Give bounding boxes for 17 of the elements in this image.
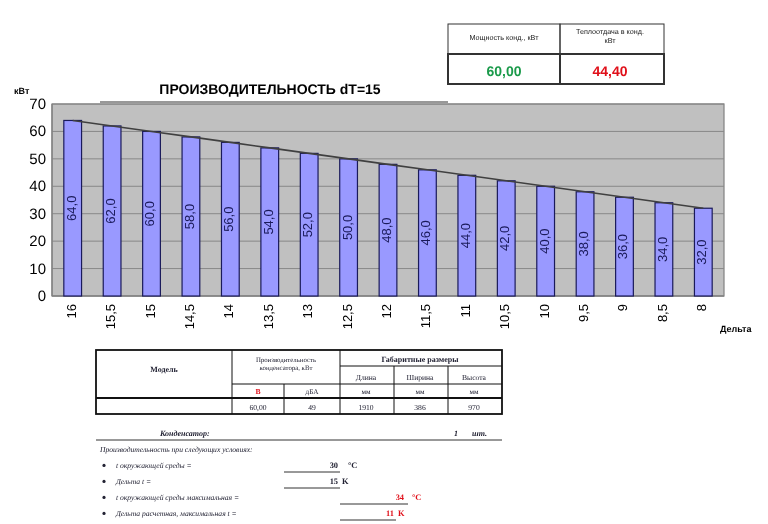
- bar: [181, 136, 201, 297]
- bar: [63, 119, 83, 297]
- bar: [417, 169, 437, 297]
- bar: [654, 202, 674, 297]
- bar: [536, 185, 556, 297]
- bar: [339, 158, 359, 297]
- bar: [260, 147, 280, 297]
- bar: [693, 207, 713, 297]
- bar: [378, 163, 398, 297]
- bar: [102, 125, 122, 297]
- bar: [220, 141, 240, 297]
- bar: [142, 130, 161, 297]
- bar: [615, 196, 634, 297]
- bar: [496, 180, 516, 297]
- bar: [575, 191, 595, 297]
- bar: [457, 174, 477, 297]
- bar: [299, 152, 319, 297]
